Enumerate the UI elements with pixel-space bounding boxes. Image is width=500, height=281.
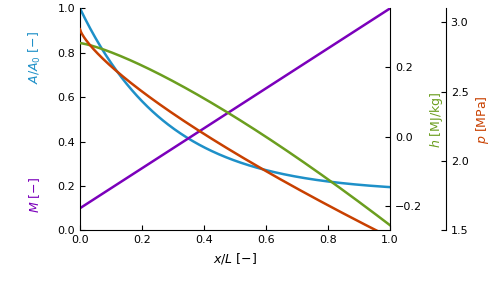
Y-axis label: $p\ [\mathrm{MPa}]$: $p\ [\mathrm{MPa}]$ [474,95,491,144]
Text: $A/A_0\ [-]$: $A/A_0\ [-]$ [27,31,43,84]
X-axis label: $x/L\ [-]$: $x/L\ [-]$ [213,251,257,266]
Text: $M\ [-]$: $M\ [-]$ [28,177,42,213]
Y-axis label: $h\ [\mathrm{MJ/kg}]$: $h\ [\mathrm{MJ/kg}]$ [428,91,444,148]
